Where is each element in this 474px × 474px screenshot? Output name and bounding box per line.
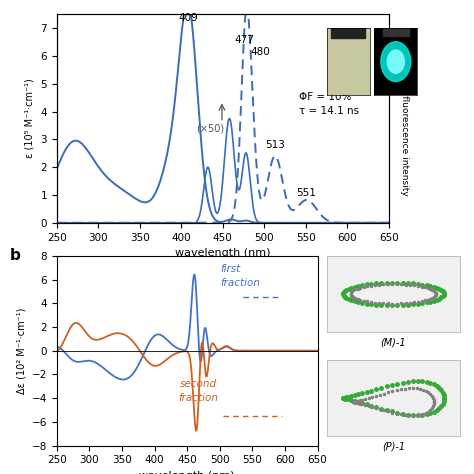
X-axis label: wavelength (nm): wavelength (nm) bbox=[175, 248, 271, 258]
X-axis label: wavelength (nm): wavelength (nm) bbox=[139, 471, 235, 474]
Text: b: b bbox=[10, 248, 21, 264]
Text: 480: 480 bbox=[250, 47, 270, 57]
Bar bbox=[331, 28, 365, 38]
Y-axis label: Δε (10² M⁻¹·cm⁻¹): Δε (10² M⁻¹·cm⁻¹) bbox=[16, 308, 26, 394]
Text: first
fraction: first fraction bbox=[220, 264, 260, 288]
Text: (P)-1: (P)-1 bbox=[382, 442, 405, 452]
Bar bbox=[383, 28, 409, 36]
Ellipse shape bbox=[381, 42, 410, 82]
Y-axis label: normalized fluorescence intensity: normalized fluorescence intensity bbox=[400, 42, 409, 195]
Text: 551: 551 bbox=[297, 188, 317, 198]
Text: 409: 409 bbox=[179, 13, 199, 23]
Text: 513: 513 bbox=[265, 140, 285, 150]
Y-axis label: ε (10⁵ M⁻¹·cm⁻¹): ε (10⁵ M⁻¹·cm⁻¹) bbox=[25, 79, 35, 158]
Text: second
fraction: second fraction bbox=[178, 379, 219, 402]
Text: (×50): (×50) bbox=[196, 123, 224, 133]
Text: (M)-1: (M)-1 bbox=[381, 337, 406, 347]
Ellipse shape bbox=[387, 50, 404, 73]
Text: ΦF = 10%
τ = 14.1 ns: ΦF = 10% τ = 14.1 ns bbox=[299, 91, 359, 116]
Text: 477: 477 bbox=[235, 35, 254, 45]
